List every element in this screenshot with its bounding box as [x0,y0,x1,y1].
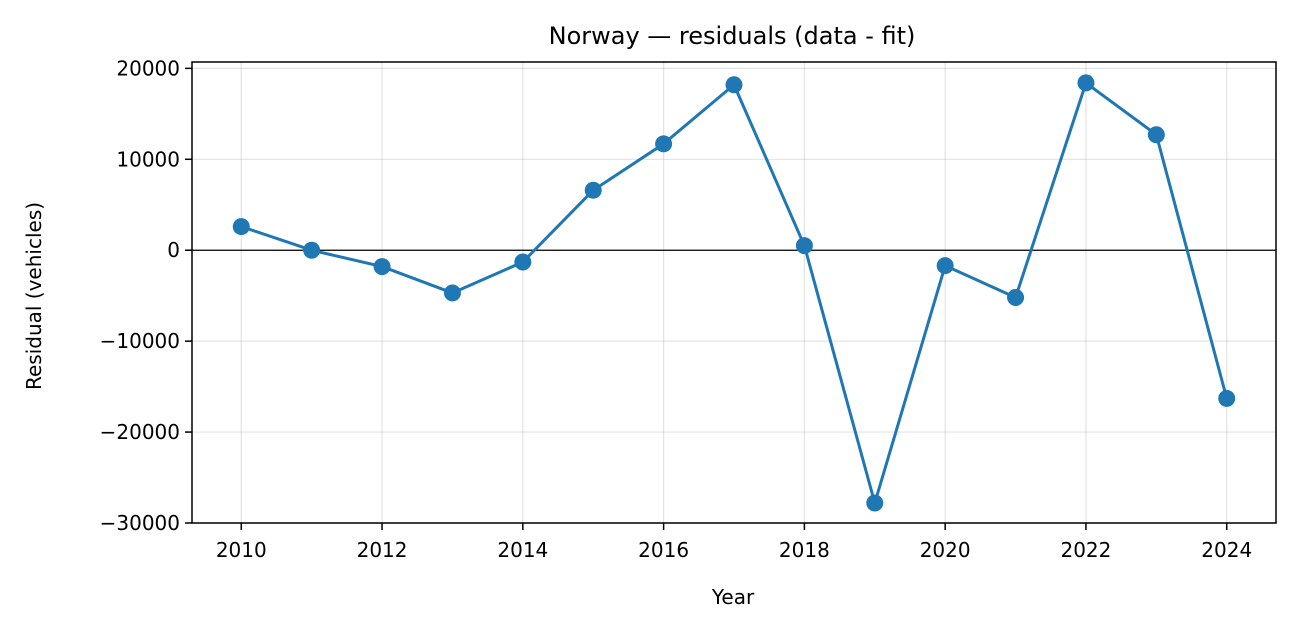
data-point [443,284,461,302]
x-tick-label: 2024 [1201,538,1252,562]
y-tick-label: −20000 [100,420,180,444]
x-tick-label: 2020 [920,538,971,562]
y-tick-label: 20000 [116,56,180,80]
x-tick-label: 2022 [1060,538,1111,562]
x-axis-ticks: 2010 2012 2014 2016 2018 2020 2022 2024 [216,523,1252,562]
y-tick-label: 0 [167,238,180,262]
x-tick-label: 2018 [779,538,830,562]
data-point [232,218,250,236]
y-tick-label: 10000 [116,147,180,171]
x-tick-label: 2010 [216,538,267,562]
plot-frame [191,61,1277,524]
data-point [795,237,813,255]
data-point [936,257,954,275]
data-point [655,135,673,153]
data-point [1218,389,1236,407]
data-point [1147,126,1165,144]
x-tick-label: 2016 [638,538,689,562]
data-point [1007,289,1025,307]
y-tick-label: −10000 [100,329,180,353]
data-point [514,253,532,271]
x-tick-label: 2012 [357,538,408,562]
data-point [1077,74,1095,92]
data-point [866,494,884,512]
y-axis-label: Residual (vehicles) [22,202,46,390]
x-tick-label: 2014 [497,538,548,562]
y-axis-ticks: 20000 10000 0 −10000 −20000 −30000 [100,56,192,535]
data-point [725,76,743,94]
x-axis-label: Year [711,585,755,609]
y-tick-label: −30000 [100,511,180,535]
series-group [232,74,1236,512]
data-point [303,241,321,259]
data-point [373,258,391,276]
chart-title: Norway — residuals (data - fit) [549,22,916,50]
data-point [584,181,602,199]
